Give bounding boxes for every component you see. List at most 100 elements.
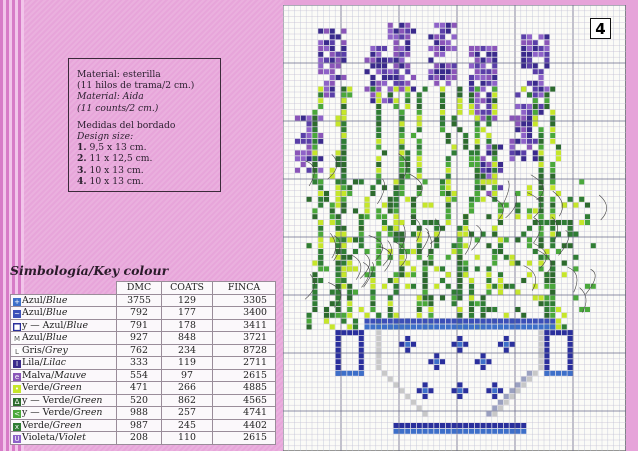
key-label: < y — Verde/Green bbox=[10, 406, 117, 420]
stem-stitch bbox=[532, 104, 538, 109]
vase-handle-stitch bbox=[335, 359, 341, 365]
foliage-stitch bbox=[486, 307, 492, 312]
lavender-stitch bbox=[399, 63, 405, 69]
stem-stitch bbox=[411, 208, 416, 214]
lavender-stitch bbox=[521, 63, 527, 69]
stem-stitch bbox=[538, 138, 544, 144]
lavender-stitch bbox=[521, 115, 527, 121]
finca-value: 3721 bbox=[212, 331, 276, 345]
vase-stitch bbox=[509, 388, 515, 394]
vase-foot-stitch bbox=[515, 428, 521, 434]
lavender-stitch bbox=[434, 34, 440, 40]
lavender-stitch bbox=[370, 80, 376, 86]
vase-rim-stitch bbox=[480, 318, 486, 324]
lavender-stitch bbox=[451, 34, 457, 40]
lavender-stitch bbox=[393, 34, 399, 40]
material-line-en: Material: Aida bbox=[77, 91, 144, 103]
stem-stitch bbox=[353, 249, 358, 254]
lavender-stitch bbox=[300, 156, 306, 162]
foliage-stitch bbox=[451, 196, 457, 202]
key-prefix: y — bbox=[22, 394, 43, 406]
lavender-stitch bbox=[527, 34, 532, 40]
vase-foot-stitch bbox=[480, 423, 486, 428]
foliage-stitch bbox=[341, 243, 347, 249]
lavender-stitch bbox=[434, 51, 440, 57]
stem-stitch bbox=[550, 167, 556, 173]
size-item: 4. 10 x 13 cm. bbox=[77, 176, 220, 187]
lavender-stitch bbox=[329, 92, 335, 98]
stem-stitch bbox=[486, 278, 492, 283]
leaf-outline bbox=[426, 231, 432, 258]
stem-stitch bbox=[428, 301, 434, 307]
stem-stitch bbox=[544, 98, 550, 104]
stem-stitch bbox=[550, 301, 556, 307]
vase-motif-stitch bbox=[492, 394, 498, 399]
lavender-stitch bbox=[521, 46, 527, 51]
stem-stitch bbox=[486, 138, 492, 144]
stem-stitch bbox=[532, 115, 538, 121]
foliage-stitch bbox=[405, 260, 411, 266]
coats-value: 129 bbox=[161, 293, 213, 307]
foliage-stitch bbox=[324, 196, 329, 202]
stem-stitch bbox=[474, 179, 480, 185]
lavender-stitch bbox=[480, 46, 486, 51]
lavender-stitch bbox=[480, 75, 486, 80]
lavender-stitch bbox=[527, 63, 532, 69]
foliage-stitch bbox=[509, 283, 515, 289]
coats-value: 178 bbox=[161, 318, 213, 332]
stem-stitch bbox=[550, 133, 556, 138]
lavender-stitch bbox=[300, 133, 306, 138]
leaf-outline bbox=[558, 230, 570, 256]
coats-value: 177 bbox=[161, 306, 213, 320]
stem-stitch bbox=[335, 150, 341, 156]
vase-motif-stitch bbox=[509, 341, 515, 347]
vase-motif-stitch bbox=[463, 388, 469, 394]
vase-rim-stitch bbox=[474, 318, 480, 324]
foliage-stitch bbox=[579, 179, 585, 185]
lavender-stitch bbox=[318, 138, 324, 144]
vase-motif-stitch bbox=[463, 341, 469, 347]
vase-rim-stitch bbox=[532, 324, 538, 330]
stem-stitch bbox=[480, 127, 486, 133]
stem-stitch bbox=[550, 260, 556, 266]
vase-handle-stitch bbox=[567, 365, 573, 370]
stem-stitch bbox=[393, 185, 399, 191]
foliage-stitch bbox=[544, 220, 550, 225]
stem-stitch bbox=[341, 173, 347, 179]
foliage-stitch bbox=[318, 260, 324, 266]
leaf-outline bbox=[567, 266, 578, 293]
stem-stitch bbox=[532, 249, 538, 254]
stem-stitch bbox=[318, 231, 324, 237]
stem-stitch bbox=[416, 156, 422, 162]
vase-foot-stitch bbox=[457, 423, 463, 428]
lavender-stitch bbox=[486, 167, 492, 173]
size-value: 10 x 13 cm. bbox=[89, 164, 144, 176]
stem-stitch bbox=[312, 115, 318, 121]
stem-stitch bbox=[492, 191, 498, 196]
vase-rim-stitch bbox=[515, 318, 521, 324]
foliage-stitch bbox=[573, 266, 579, 272]
stem-stitch bbox=[312, 167, 318, 173]
vase-rim-stitch bbox=[382, 324, 387, 330]
stem-stitch bbox=[498, 208, 503, 214]
lavender-stitch bbox=[532, 138, 538, 144]
stem-stitch bbox=[393, 104, 399, 109]
lavender-stitch bbox=[329, 57, 335, 63]
lavender-stitch bbox=[521, 57, 527, 63]
foliage-stitch bbox=[382, 225, 387, 231]
foliage-stitch bbox=[515, 202, 521, 208]
vase-motif-stitch bbox=[440, 359, 445, 365]
foliage-stitch bbox=[335, 179, 341, 185]
stem-stitch bbox=[341, 231, 347, 237]
leaf-outline bbox=[533, 217, 541, 243]
stem-stitch bbox=[457, 283, 463, 289]
stem-stitch bbox=[521, 86, 527, 92]
stem-stitch bbox=[318, 266, 324, 272]
foliage-stitch bbox=[329, 220, 335, 225]
lavender-stitch bbox=[532, 92, 538, 98]
vase-foot-stitch bbox=[463, 428, 469, 434]
foliage-stitch bbox=[527, 185, 532, 191]
vase-rim-stitch bbox=[463, 318, 469, 324]
stem-stitch bbox=[376, 104, 382, 109]
foliage-stitch bbox=[428, 295, 434, 301]
